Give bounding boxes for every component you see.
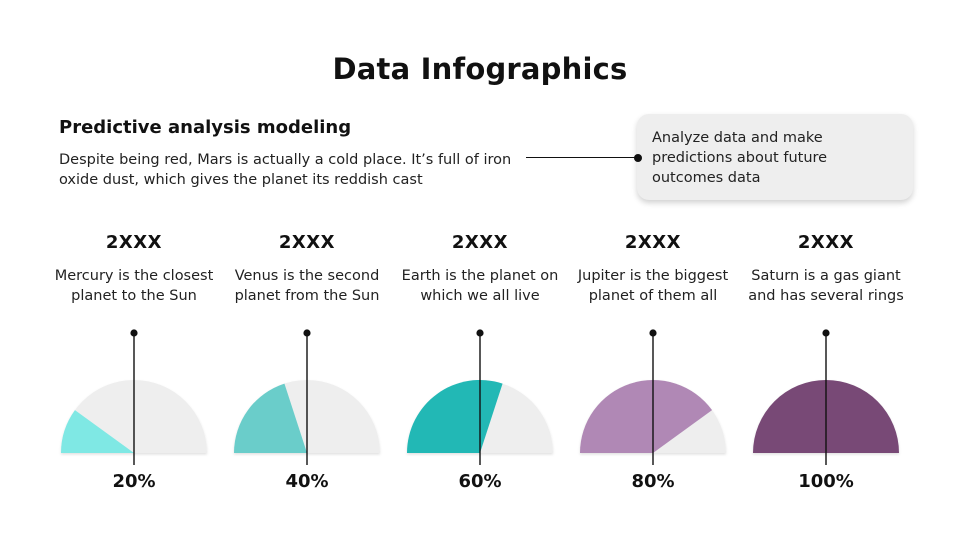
percent-label: 20%	[112, 471, 156, 492]
gauge-saturn	[753, 380, 899, 453]
percent-label: 40%	[285, 471, 329, 492]
callout-connector-line	[526, 157, 638, 159]
page-title: Data Infographics	[332, 52, 628, 86]
pointer-dot	[822, 329, 830, 337]
section-subtitle: Predictive analysis modeling	[59, 117, 352, 138]
pointer-dot	[476, 329, 484, 337]
gauge-value-sector	[407, 379, 503, 453]
pointer-dot	[130, 329, 138, 337]
gauge-venus	[234, 380, 380, 453]
percent-label: 80%	[631, 471, 675, 492]
year-label: 2XXX	[278, 232, 336, 253]
gauge-value-sector	[753, 380, 899, 453]
pointer-dot	[649, 329, 657, 337]
gauge-jupiter	[580, 379, 726, 453]
section-description: Despite being red, Mars is actually a co…	[59, 152, 512, 188]
gauge-track	[61, 380, 207, 453]
callout-connector-dot	[634, 154, 642, 162]
year-label: 2XXX	[624, 232, 682, 253]
gauge-track	[407, 380, 553, 453]
callout-box: Analyze data and make predictions about …	[637, 114, 913, 200]
callout-text: Analyze data and make predictions about …	[652, 130, 828, 186]
item-description: Earth is the planet on which we all live	[401, 268, 559, 304]
gauge-track	[580, 380, 726, 453]
year-label: 2XXX	[797, 232, 855, 253]
gauge-value-sector	[61, 410, 134, 453]
year-label: 2XXX	[105, 232, 163, 253]
percent-label: 100%	[798, 471, 854, 492]
gauge-track	[234, 380, 380, 453]
gauge-value-sector	[580, 379, 713, 453]
gauge-mercury	[61, 380, 207, 453]
item-description: Mercury is the closest planet to the Sun	[54, 268, 214, 304]
gauge-track	[753, 380, 899, 453]
percent-label: 60%	[458, 471, 502, 492]
year-label: 2XXX	[451, 232, 509, 253]
item-description: Venus is the second planet from the Sun	[234, 268, 380, 304]
pointer-dot	[303, 329, 311, 337]
gauge-value-sector	[234, 383, 307, 453]
gauge-earth	[407, 379, 553, 453]
item-description: Jupiter is the biggest planet of them al…	[577, 268, 729, 304]
item-description: Saturn is a gas giant and has several ri…	[748, 268, 904, 304]
